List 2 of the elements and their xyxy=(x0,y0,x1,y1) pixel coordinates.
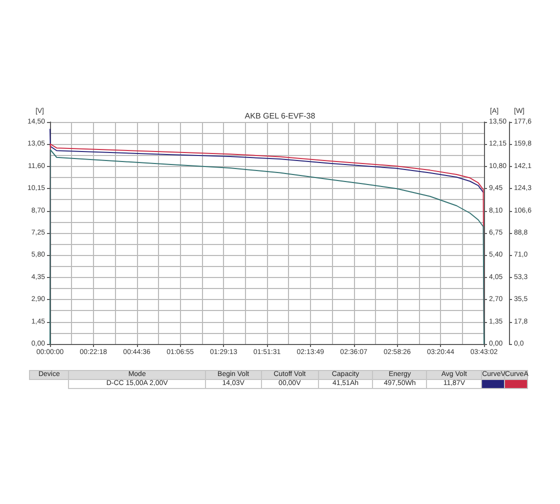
chart-title: AKB GEL 6-EVF-38 xyxy=(244,112,316,120)
line-series xyxy=(50,128,484,193)
